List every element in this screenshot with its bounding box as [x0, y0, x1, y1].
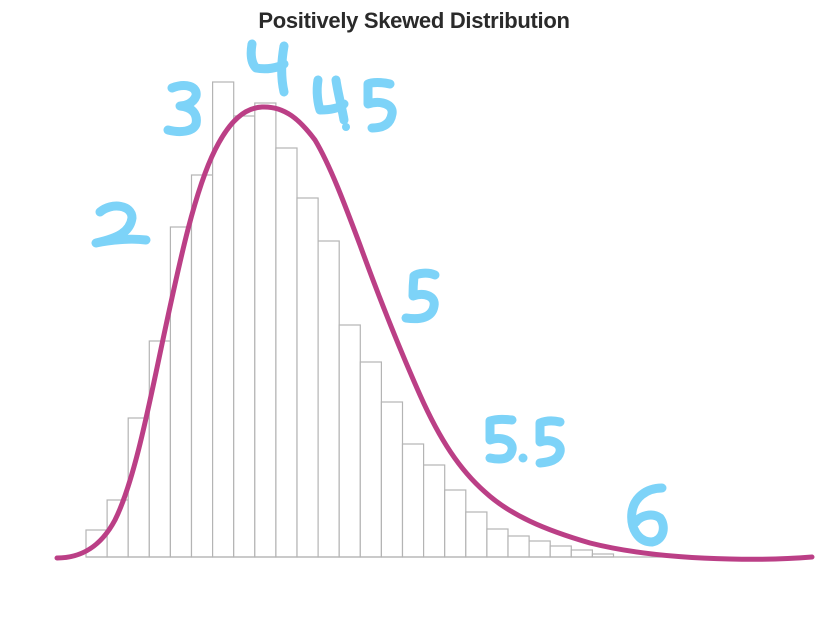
- annotation-3: [163, 81, 201, 137]
- histogram-bar: [169, 226, 193, 558]
- annotation-4: [246, 39, 289, 97]
- histogram-bar: [254, 102, 277, 558]
- histogram-bar: [190, 174, 214, 558]
- histogram-bar: [423, 464, 446, 558]
- histogram-bar: [486, 528, 509, 558]
- annotation-2: [91, 201, 151, 248]
- histogram-bar: [444, 489, 467, 558]
- annotation-6: [627, 483, 668, 547]
- histogram-bar: [359, 361, 382, 558]
- handwritten-annotations: [91, 39, 668, 547]
- histogram-bar: [528, 540, 551, 558]
- annotation-4-5-four: [312, 75, 349, 125]
- annotation-4-5-five: [363, 78, 397, 133]
- histogram-bar: [317, 240, 340, 558]
- histogram-bar: [507, 535, 530, 558]
- histogram-bars: [85, 81, 615, 558]
- density-curve: [54, 104, 815, 562]
- histogram-bar: [570, 549, 593, 558]
- histogram-bar: [148, 340, 172, 558]
- annotation-5-5-second: [535, 416, 565, 468]
- annotation-5-5-dot: [518, 453, 528, 463]
- histogram-bar: [275, 147, 298, 558]
- annotation-5: [401, 268, 440, 324]
- histogram-bar: [296, 197, 319, 558]
- histogram-bar: [338, 324, 361, 558]
- annotation-5-5-first: [485, 414, 517, 464]
- histogram-bar: [380, 401, 404, 558]
- annotation-4-5-dot: [342, 123, 350, 131]
- histogram-bar: [233, 115, 256, 558]
- histogram-bar: [549, 545, 572, 558]
- chart-title: Positively Skewed Distribution: [258, 8, 570, 33]
- histogram-bar: [465, 511, 488, 558]
- histogram-bar: [401, 443, 425, 558]
